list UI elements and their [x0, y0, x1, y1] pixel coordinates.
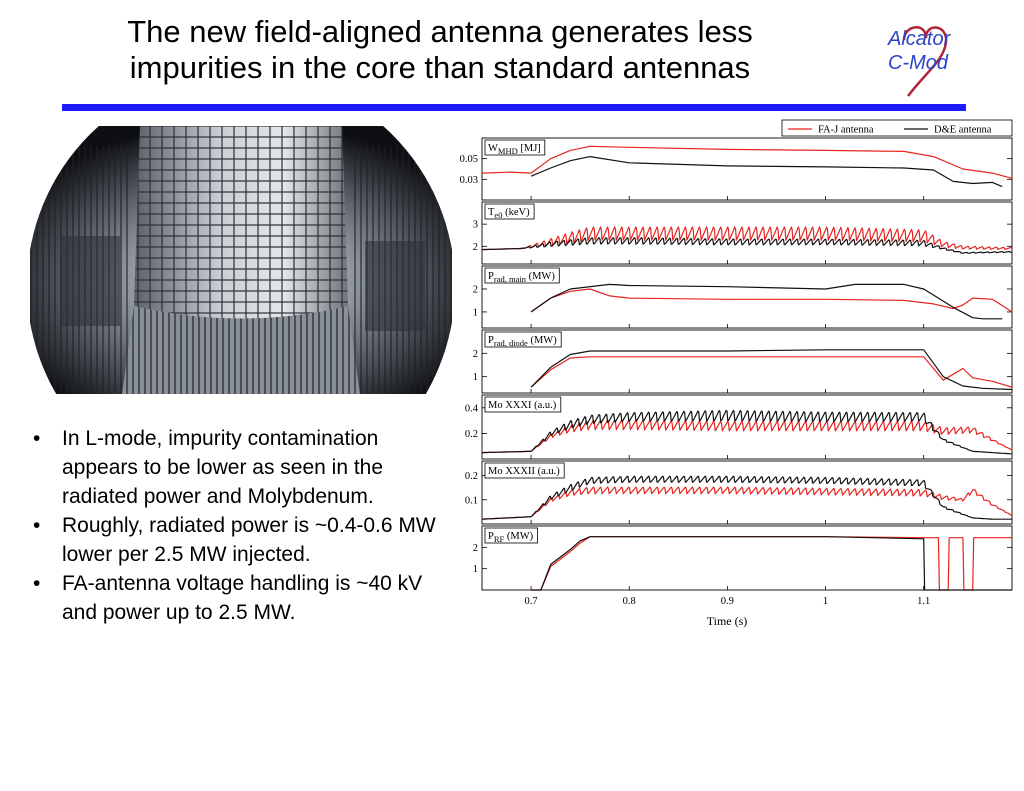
- panel-label-box: [484, 139, 546, 156]
- panel-label-box: [484, 396, 562, 413]
- y-tick-label: 0.2: [465, 429, 478, 440]
- panel-frame: [481, 137, 1013, 201]
- y-tick-label: 1: [473, 372, 478, 383]
- panel-label-text: Te0 (keV): [488, 207, 530, 220]
- series-line-fa-j: [531, 536, 1012, 591]
- x-tick-label: 0.8: [623, 596, 636, 607]
- legend: FA-J antenna D&E antenna: [781, 119, 1013, 137]
- panel-label-text: WMHD [MJ]: [488, 143, 541, 156]
- panel-frame: [481, 265, 1013, 329]
- logo-text-line-1: Alcator: [888, 28, 951, 50]
- panel-4: 2 1 Prad, diode (MW): [473, 329, 1013, 394]
- logo-heart-icon: [902, 26, 948, 97]
- y-tick-label: 0.03: [460, 175, 478, 186]
- y-tick-label: 1: [473, 307, 478, 318]
- x-tick-label: 0.7: [525, 596, 538, 607]
- panel-label-text: Prad, main (MW): [488, 271, 555, 284]
- y-tick-label: 1: [473, 564, 478, 575]
- panel-label-text: Prad, diode (MW): [488, 335, 557, 348]
- series-line-d-e: [530, 283, 1003, 320]
- series-line-fa-j: [481, 145, 1013, 179]
- series-line-fa-j: [530, 356, 1013, 388]
- panel-7: 2 1 PRF (MW): [473, 525, 1013, 591]
- bullet-item: FA-antenna voltage handling is ~40 kV an…: [30, 569, 450, 627]
- series-line-d-e: [481, 475, 1012, 520]
- series-line-d-e: [482, 409, 1013, 455]
- panel-label-box: [484, 331, 562, 348]
- panel-5: 0.4 0.2 Mo XXXI (a.u.): [465, 394, 1013, 460]
- series-line-fa-j: [482, 226, 1013, 251]
- slide-title-line-1: The new field-aligned antenna generates …: [127, 14, 753, 49]
- panel-6: 0.2 0.1 Mo XXXII (a.u.): [465, 460, 1013, 525]
- x-tick-label: 1.1: [917, 596, 930, 607]
- panel-label-box: [484, 527, 538, 544]
- legend-label-fa-j: FA-J antenna: [818, 125, 874, 136]
- y-tick-label: 0.1: [465, 495, 478, 506]
- y-tick-label: 0.4: [465, 403, 479, 414]
- logo-text-line-2: C-Mod: [888, 52, 949, 74]
- x-tick-label: 1: [823, 596, 828, 607]
- y-tick-label: 2: [473, 284, 478, 295]
- y-tick-label: 2: [473, 349, 478, 360]
- y-tick-label: 0.2: [465, 471, 478, 482]
- y-tick-label: 2: [473, 543, 478, 554]
- panel-label: Mo XXXI (a.u.): [484, 396, 562, 413]
- time-trace-figure: FA-J antenna D&E antenna 0.05 0.03 WMHD [M…: [460, 119, 1013, 628]
- title-underline: [62, 104, 966, 111]
- series-line-d-e: [530, 349, 1013, 391]
- panel-label-text: Mo XXXII (a.u.): [488, 466, 560, 477]
- series-line-fa-j: [482, 419, 1013, 454]
- y-tick-label: 3: [473, 220, 478, 231]
- panel-label-box: [484, 267, 560, 284]
- tokamak-interior-photo: [30, 126, 452, 394]
- panel-label: Te0 (keV): [484, 203, 535, 220]
- panel-label-text: Mo XXXI (a.u.): [488, 400, 557, 411]
- series-line-fa-j: [481, 486, 1013, 520]
- panel-label: PRF (MW): [484, 527, 538, 544]
- slide-title: The new field-aligned antenna generates …: [60, 14, 820, 86]
- series-line-d-e: [482, 237, 1013, 254]
- panel-2: 3 2 Te0 (keV): [473, 201, 1013, 265]
- bullet-item: Roughly, radiated power is ~0.4-0.6 MW l…: [30, 511, 450, 569]
- panel-label: Prad, main (MW): [484, 267, 560, 284]
- panel-label-box: [484, 462, 565, 479]
- y-tick-label: 2: [473, 242, 478, 253]
- legend-label-d-e: D&E antenna: [934, 125, 992, 136]
- x-axis-label: Time (s): [707, 614, 748, 628]
- series-line-d-e: [531, 536, 1012, 591]
- alcator-logo: [902, 26, 948, 97]
- panel-label-box: [484, 203, 535, 220]
- bullet-list: In L-mode, impurity contamination appear…: [30, 424, 450, 627]
- series-line-d-e: [530, 155, 1003, 188]
- panel-label: Mo XXXII (a.u.): [484, 462, 565, 479]
- panel-label: WMHD [MJ]: [484, 139, 546, 156]
- panel-3: 2 1 Prad, main (MW): [473, 265, 1013, 329]
- x-tick-label: 0.9: [721, 596, 734, 607]
- bullet-item: In L-mode, impurity contamination appear…: [30, 424, 450, 511]
- panel-label-text: PRF (MW): [488, 531, 534, 544]
- panel-label: Prad, diode (MW): [484, 331, 562, 348]
- y-tick-label: 0.05: [460, 154, 478, 165]
- panel-frame: [481, 329, 1013, 394]
- slide-title-line-2: impurities in the core than standard ant…: [129, 50, 751, 85]
- panel-1: 0.05 0.03 WMHD [MJ]: [460, 137, 1013, 201]
- series-line-fa-j: [530, 288, 1013, 313]
